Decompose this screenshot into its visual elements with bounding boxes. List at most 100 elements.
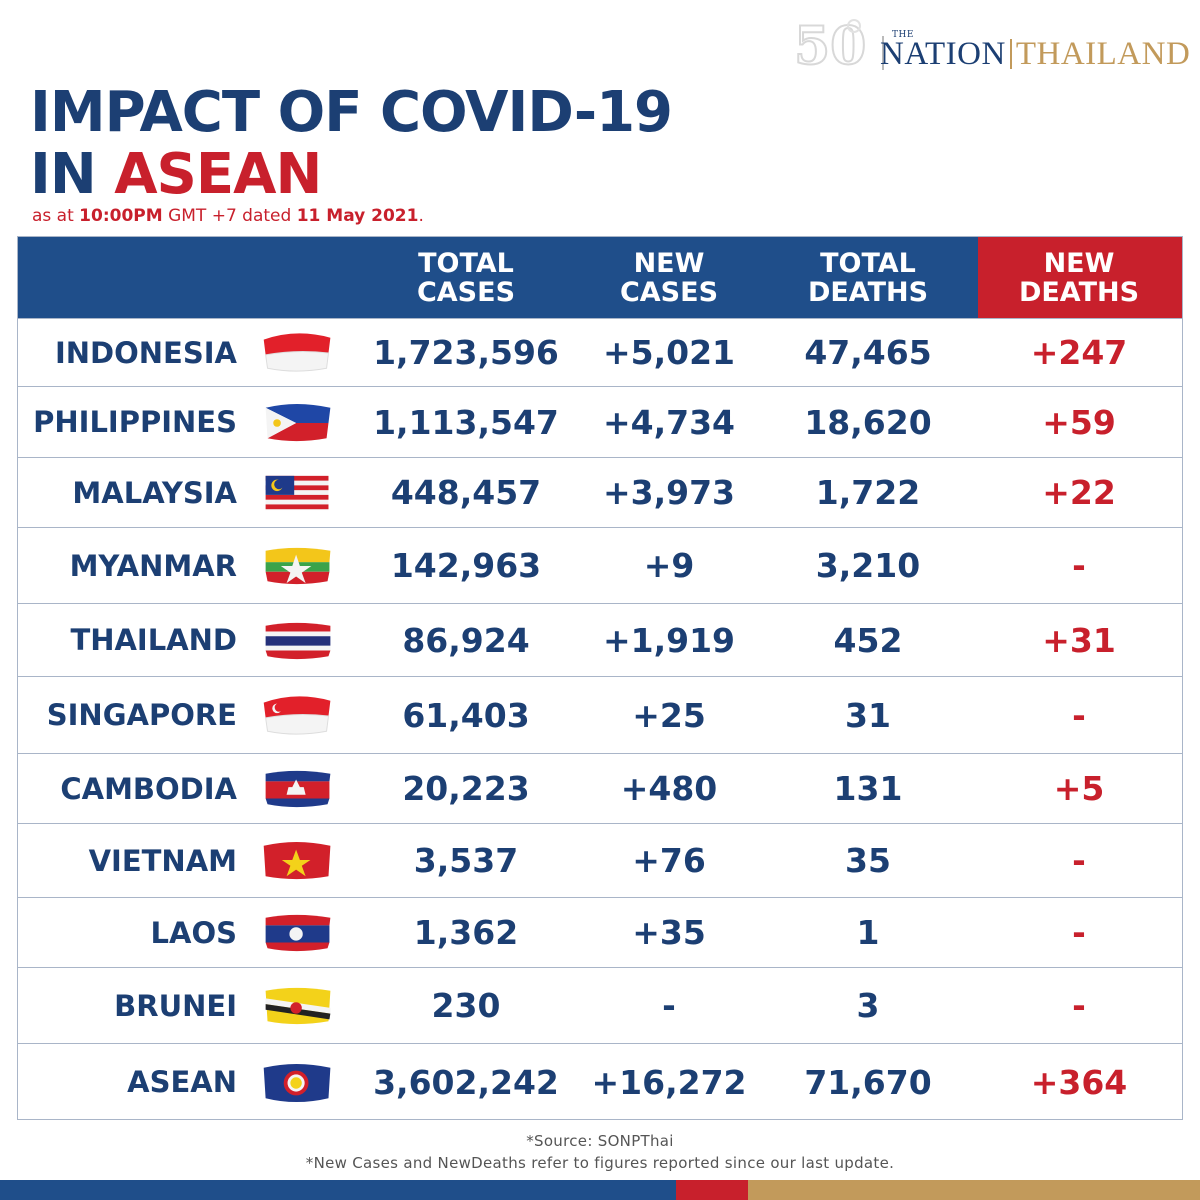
column-header-line: CASES: [619, 277, 719, 308]
table-row-singapore: SINGAPORE 61,403 +25 31 -: [18, 676, 1182, 753]
country-name: LAOS: [150, 915, 237, 950]
new-deaths-header-bg: [978, 237, 1182, 318]
column-header-line: DEATHS: [1018, 277, 1140, 308]
column-header-total-deaths: TOTAL DEATHS: [768, 245, 968, 311]
total-cases-cell: 1,362: [413, 913, 519, 952]
new-deaths-cell: +247: [1030, 333, 1128, 372]
new-deaths-cell: +5: [1053, 769, 1105, 808]
title-line2: IN ASEAN: [30, 144, 672, 206]
total-deaths-cell: 71,670: [804, 1062, 932, 1102]
total-cases-cell: 86,924: [402, 620, 530, 660]
brand-separator: [1009, 39, 1012, 69]
cambodia-flag-icon: [258, 761, 338, 817]
brand-divider: [882, 36, 884, 70]
total-deaths-cell: 3: [856, 986, 880, 1025]
column-header-new-cases: NEW CASES: [569, 245, 769, 311]
anniversary-logo: 50: [790, 12, 870, 78]
new-deaths-cell: -: [1072, 913, 1086, 952]
total-deaths-cell: 18,620: [804, 402, 932, 442]
total-cases-cell: 3,537: [413, 841, 519, 880]
subtitle-suffix: .: [418, 206, 424, 226]
subtitle-tz: GMT +7 dated: [162, 206, 297, 226]
subtitle-prefix: as at: [32, 206, 80, 226]
column-header-new-deaths: NEW DEATHS: [979, 245, 1179, 311]
total-deaths-cell: 31: [845, 695, 891, 735]
myanmar-flag-icon: [258, 538, 338, 594]
new-deaths-cell: +31: [1042, 620, 1116, 660]
column-header-total-cases: TOTAL CASES: [366, 245, 566, 311]
title-highlight: ASEAN: [114, 142, 322, 207]
new-deaths-cell: +22: [1042, 473, 1116, 512]
new-deaths-cell: -: [1072, 546, 1086, 585]
total-cases-cell: 1,723,596: [373, 333, 559, 372]
column-header-line: TOTAL: [820, 248, 916, 279]
new-cases-cell: +4,734: [602, 402, 736, 442]
subtitle-date: 11 May 2021: [296, 206, 419, 226]
total-deaths-cell: 35: [845, 841, 891, 880]
new-cases-cell: +35: [632, 913, 706, 952]
singapore-flag-icon: [258, 688, 338, 744]
asean-flag-icon: [258, 1055, 338, 1111]
table-row-brunei: BRUNEI 230 - 3 -: [18, 967, 1182, 1043]
table-row-thailand: THAILAND 86,924 +1,919 452 +31: [18, 603, 1182, 676]
country-name: BRUNEI: [114, 988, 237, 1023]
column-header-line: DEATHS: [807, 277, 929, 308]
vietnam-flag-icon: [258, 833, 338, 889]
country-name: MALAYSIA: [72, 475, 237, 510]
total-deaths-cell: 452: [833, 620, 903, 660]
column-header-line: NEW: [633, 248, 705, 279]
total-deaths-cell: 131: [833, 769, 903, 808]
brand-name-nation: NATION: [880, 36, 1006, 72]
brand-the: THE: [892, 30, 914, 40]
malaysia-flag-icon: [258, 465, 338, 521]
total-cases-cell: 61,403: [402, 695, 530, 735]
total-cases-cell: 20,223: [402, 769, 530, 808]
table-row-cambodia: CAMBODIA 20,223 +480 131 +5: [18, 753, 1182, 823]
brand-name-thailand: THAILAND: [1015, 36, 1191, 72]
title-line2-prefix: IN: [30, 142, 115, 207]
bottom-color-bar: [0, 1180, 1200, 1200]
new-cases-cell: +9: [643, 546, 695, 585]
new-deaths-cell: -: [1072, 986, 1086, 1025]
total-deaths-cell: 1: [856, 913, 880, 952]
column-header-line: NEW: [1043, 248, 1115, 279]
thailand-flag-icon: [258, 613, 338, 669]
bottom-bar-navy: [0, 1180, 676, 1200]
covid-table: TOTAL CASES NEW CASES TOTAL DEATHS NEW DEATHS I…: [17, 236, 1183, 1120]
new-cases-cell: +25: [632, 695, 706, 735]
subtitle-time: 10:00PM: [79, 206, 163, 226]
column-header-line: CASES: [416, 277, 516, 308]
total-cases-cell: 448,457: [390, 473, 542, 512]
new-deaths-cell: -: [1072, 841, 1086, 880]
subtitle: as at 10:00PM GMT +7 dated 11 May 2021.: [32, 206, 424, 226]
new-deaths-cell: +59: [1042, 402, 1116, 442]
total-deaths-cell: 1,722: [815, 473, 921, 512]
country-name: VIETNAM: [88, 843, 237, 878]
footnote-note: *New Cases and NewDeaths refer to figure…: [305, 1154, 895, 1172]
total-cases-cell: 230: [431, 986, 501, 1025]
laos-flag-icon: [258, 905, 338, 961]
table-row-malaysia: MALAYSIA 448,457 +3,973 1,722 +22: [18, 457, 1182, 527]
table-row-laos: LAOS 1,362 +35 1 -: [18, 897, 1182, 967]
new-cases-cell: +16,272: [591, 1062, 747, 1102]
total-cases-cell: 142,963: [390, 546, 542, 585]
new-deaths-cell: +364: [1030, 1062, 1128, 1102]
brand-logo: THE NATION THAILAND: [880, 30, 1191, 72]
column-header-line: TOTAL: [418, 248, 514, 279]
country-name: INDONESIA: [55, 335, 237, 370]
anniversary-50-icon: 50: [793, 15, 867, 78]
new-deaths-cell: -: [1072, 695, 1086, 735]
total-deaths-cell: 3,210: [815, 546, 921, 585]
page-title: IMPACT OF COVID-19 IN ASEAN: [30, 82, 673, 206]
brunei-flag-icon: [258, 978, 338, 1034]
philippines-flag-icon: [258, 395, 338, 451]
bottom-bar-red: [676, 1180, 748, 1200]
new-cases-cell: +5,021: [602, 333, 736, 372]
country-name: MYANMAR: [69, 548, 237, 583]
new-cases-cell: +76: [632, 841, 706, 880]
table-row-philippines: PHILIPPINES 1,113,547 +4,734 18,620 +59: [18, 386, 1182, 457]
table-row-vietnam: VIETNAM 3,537 +76 35 -: [18, 823, 1182, 897]
total-deaths-cell: 47,465: [804, 333, 932, 372]
new-cases-cell: +480: [620, 769, 718, 808]
svg-text:50: 50: [794, 16, 866, 72]
